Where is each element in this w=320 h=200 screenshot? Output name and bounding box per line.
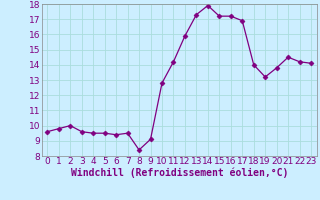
X-axis label: Windchill (Refroidissement éolien,°C): Windchill (Refroidissement éolien,°C) <box>70 168 288 178</box>
